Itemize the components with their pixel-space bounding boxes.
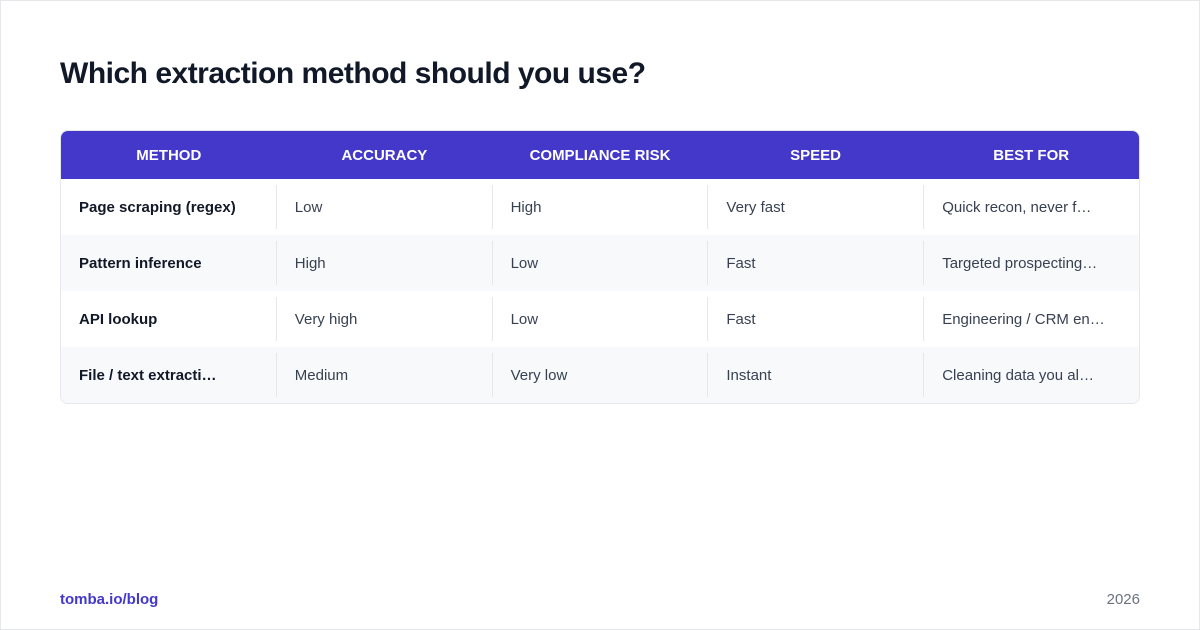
table-row: Page scraping (regex) Low High Very fast Qui…: [61, 179, 1139, 235]
table-cell: Cleaning data you al…: [923, 353, 1139, 397]
table-cell: Targeted prospecting…: [923, 241, 1139, 285]
table: METHOD ACCURACY COMPLIANCE RISK SPEED BEST F…: [60, 130, 1140, 404]
table-cell: Low: [275, 185, 492, 229]
table-cell: High: [491, 185, 708, 229]
title: Which extraction method should you use?: [60, 57, 646, 90]
column-header: BEST FOR: [993, 146, 1070, 164]
table-cell: Fast: [707, 241, 923, 285]
table-cell: Quick recon, never f…: [923, 185, 1139, 229]
header-row: METHOD ACCURACY COMPLIANCE RISK SPEED BEST F…: [61, 131, 1139, 179]
table-cell: Low: [491, 297, 708, 341]
table-cell: Low: [491, 241, 708, 285]
table-cell: Pattern inference: [79, 254, 202, 272]
table-cell: API lookup: [79, 310, 158, 328]
table-cell: Engineering / CRM en…: [923, 297, 1139, 341]
table-cell: Very high: [275, 297, 492, 341]
table-cell: Instant: [707, 353, 923, 397]
table-cell: High: [275, 241, 492, 285]
table-cell: Fast: [707, 297, 923, 341]
column-header: ACCURACY: [341, 146, 428, 164]
table-row: API lookup Very high Low Fast Engineering / …: [61, 291, 1139, 347]
table-cell: Very low: [491, 353, 708, 397]
column-header: SPEED: [790, 146, 841, 164]
source: tomba.io/blog: [60, 591, 159, 608]
table-cell: File / text extracti…: [79, 366, 217, 384]
table-cell: Page scraping (regex): [79, 198, 236, 216]
table-row: File / text extracti… Medium Very low Insta…: [61, 347, 1139, 403]
column-header: COMPLIANCE RISK: [529, 146, 671, 164]
column-header: METHOD: [136, 146, 202, 164]
year: 2026: [1106, 591, 1140, 608]
table-row: Pattern inference High Low Fast Targeted pro…: [61, 235, 1139, 291]
table-cell: Very fast: [707, 185, 923, 229]
table-cell: Medium: [275, 353, 492, 397]
